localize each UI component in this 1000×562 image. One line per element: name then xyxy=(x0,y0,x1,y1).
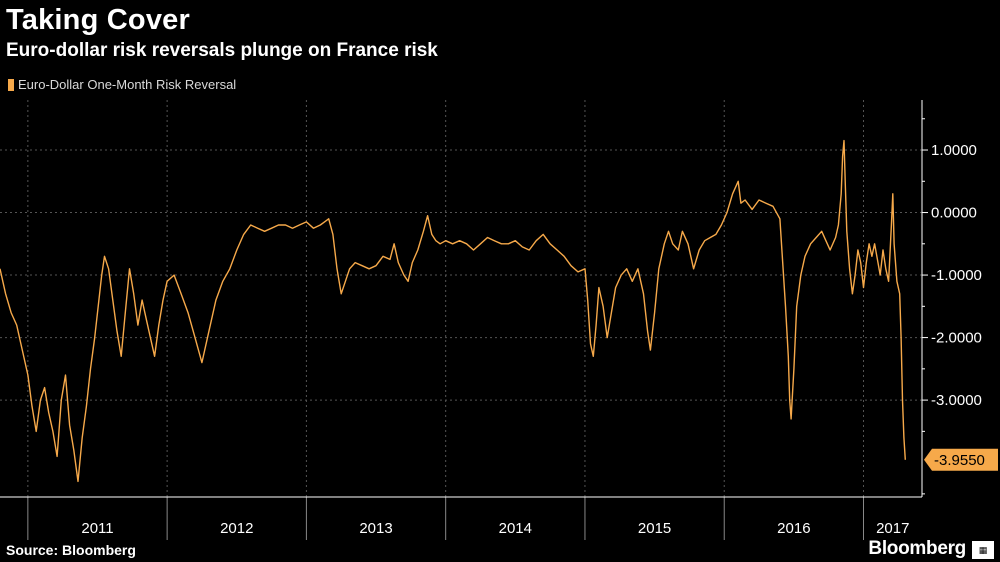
x-tick-label: 2016 xyxy=(777,520,810,537)
y-tick-label: -3.0000 xyxy=(931,392,982,409)
legend: Euro-Dollar One-Month Risk Reversal xyxy=(8,77,236,92)
brand-logo: Bloomberg xyxy=(868,538,966,559)
y-tick-label: 0.0000 xyxy=(931,205,977,222)
x-tick-label: 2015 xyxy=(638,520,671,537)
last-value-label: -3.9550 xyxy=(934,452,985,469)
x-tick-label: 2017 xyxy=(876,520,909,537)
chart-subtitle: Euro-dollar risk reversals plunge on Fra… xyxy=(6,40,438,61)
source-note: Source: Bloomberg xyxy=(6,542,136,558)
chart-title: Taking Cover xyxy=(6,4,190,36)
y-tick-label: 1.0000 xyxy=(931,142,977,159)
x-tick-label: 2014 xyxy=(499,520,532,537)
x-tick-label: 2013 xyxy=(359,520,392,537)
last-value-callout xyxy=(924,448,998,471)
x-tick-label: 2011 xyxy=(81,520,113,537)
brand-mark-icon: ▦ xyxy=(972,541,994,559)
y-tick-label: -2.0000 xyxy=(931,330,982,347)
y-tick-label: -1.0000 xyxy=(931,267,982,284)
x-tick-label: 2012 xyxy=(220,520,253,537)
series-line xyxy=(0,139,906,483)
legend-label: Euro-Dollar One-Month Risk Reversal xyxy=(18,77,237,92)
legend-swatch xyxy=(8,78,14,91)
